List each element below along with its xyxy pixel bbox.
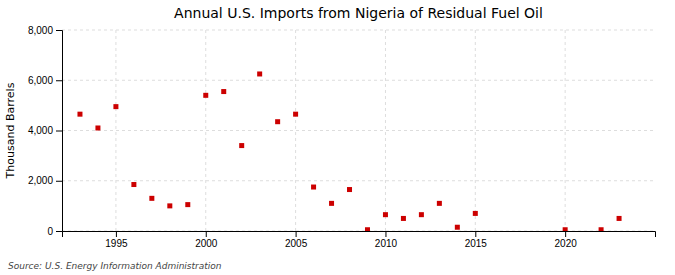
tick-label: 1995	[105, 238, 128, 249]
grid-line	[295, 30, 296, 231]
point	[473, 211, 478, 216]
x-axis: 1995 2000 2005 2010 2015 2020	[63, 231, 656, 249]
point	[203, 93, 208, 98]
tick-label: 2015	[465, 238, 488, 249]
grid-line	[62, 30, 655, 31]
point	[329, 201, 334, 206]
tick: 8,000	[28, 25, 62, 36]
chart: 1995 2000 2005 2010 2015 2020 0 2,000 4,000 6,000…	[0, 0, 675, 275]
points	[77, 71, 621, 231]
tick: 4,000	[28, 125, 62, 136]
point	[401, 216, 406, 221]
tick-mark	[296, 231, 297, 237]
point	[419, 212, 424, 217]
point	[383, 212, 388, 217]
point	[311, 185, 316, 190]
tick: 1995	[105, 231, 128, 249]
tick: 2005	[285, 231, 308, 249]
tick-mark	[56, 30, 62, 31]
tick-mark	[56, 231, 62, 232]
y-axis: 0 2,000 4,000 6,000 8,000	[28, 25, 63, 237]
point	[185, 202, 190, 207]
grid-line	[565, 30, 566, 231]
point	[455, 225, 460, 230]
point	[221, 89, 226, 94]
tick: 2010	[375, 231, 398, 249]
point	[365, 227, 370, 231]
point	[167, 203, 172, 208]
tick-label: 2010	[375, 238, 398, 249]
tick-label: 2,000	[28, 175, 53, 186]
tick-label: 2020	[555, 238, 578, 249]
grid-line	[62, 130, 655, 131]
tick-label: 6,000	[28, 75, 53, 86]
point	[347, 187, 352, 192]
tick-label: 2005	[285, 238, 308, 249]
grid-line	[475, 30, 476, 231]
axis-line	[63, 232, 656, 238]
point	[293, 112, 298, 117]
point	[131, 182, 136, 187]
point	[599, 227, 604, 231]
tick: 2000	[195, 231, 218, 249]
point	[149, 196, 154, 201]
grid-line	[62, 180, 655, 181]
point	[95, 125, 100, 130]
tick-mark	[206, 231, 207, 237]
axis-line	[56, 31, 63, 232]
point	[617, 216, 622, 221]
point	[275, 119, 280, 124]
point	[437, 201, 442, 206]
point	[563, 227, 568, 231]
tick: 2015	[465, 231, 488, 249]
y-axis-title: Thousand Barrels	[4, 82, 17, 179]
tick: 2020	[555, 231, 578, 249]
tick-label: 0	[47, 226, 53, 237]
grid-line	[385, 30, 386, 231]
tick-mark	[565, 231, 566, 237]
tick-label: 8,000	[28, 25, 53, 36]
tick-label: 4,000	[28, 125, 53, 136]
title: Annual U.S. Imports from Nigeria of Resi…	[174, 5, 543, 21]
grid	[62, 30, 655, 231]
tick-mark	[475, 231, 476, 237]
tick-mark	[116, 231, 117, 237]
point	[257, 71, 262, 76]
tick: 6,000	[28, 75, 62, 86]
grid-line	[62, 80, 655, 81]
tick-mark	[56, 131, 62, 132]
tick-mark	[385, 231, 386, 237]
tick-mark	[56, 80, 62, 81]
point	[113, 104, 118, 109]
tick: 0	[47, 226, 62, 237]
annotation: Source: U.S. Energy Information Administ…	[8, 261, 222, 271]
tick-label: 2000	[195, 238, 218, 249]
point	[77, 112, 82, 117]
point	[239, 143, 244, 148]
tick-mark	[56, 181, 62, 182]
plot: 1995 2000 2005 2010 2015 2020 0 2,000 4,000 6,000…	[28, 25, 656, 249]
tick: 2,000	[28, 175, 62, 186]
